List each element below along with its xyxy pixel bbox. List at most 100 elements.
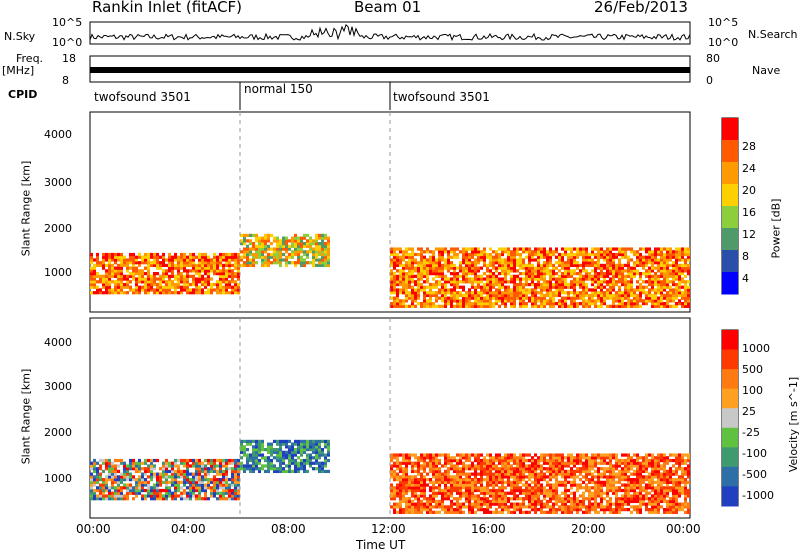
power-cell (531, 269, 534, 273)
cpid-label: CPID (8, 88, 38, 101)
velocity-cell (498, 494, 501, 498)
power-cell (660, 280, 663, 284)
velocity-cell (564, 472, 567, 476)
velocity-cell (486, 491, 489, 495)
power-cell (93, 269, 96, 273)
velocity-cell (546, 467, 549, 471)
power-cell (390, 269, 393, 273)
velocity-cbar-1000: 1000 (742, 342, 770, 355)
velocity-cell (393, 456, 396, 460)
power-cell (549, 250, 552, 254)
velocity-cell (177, 467, 180, 471)
velocity-cell (198, 467, 201, 471)
velocity-cell (603, 458, 606, 463)
power-cell (249, 239, 252, 243)
power-cell (105, 291, 108, 295)
power-cell (447, 250, 450, 254)
velocity-cell (165, 461, 168, 465)
power-cell (276, 258, 279, 262)
power-colorbar-block (722, 162, 738, 185)
velocity-cell (591, 467, 594, 471)
velocity-cell (198, 472, 201, 476)
velocity-cell (186, 480, 189, 484)
velocity-cell (126, 478, 129, 482)
power-cell (678, 280, 681, 284)
power-cell (399, 247, 402, 251)
velocity-cell (504, 453, 507, 457)
velocity-cell (123, 467, 126, 471)
velocity-cell (492, 486, 495, 490)
velocity-cell (222, 475, 225, 479)
power-cell (207, 261, 210, 265)
power-cell (267, 258, 270, 262)
power-cell (147, 280, 150, 284)
power-cell (573, 288, 576, 292)
power-cell (408, 258, 411, 262)
power-cell (465, 274, 468, 278)
power-cell (174, 252, 177, 257)
power-cell (651, 266, 654, 270)
velocity-cell (483, 461, 486, 465)
velocity-cell (507, 475, 510, 479)
power-cell (639, 272, 642, 276)
power-cell (177, 291, 180, 295)
power-cell (666, 291, 669, 295)
power-cell (165, 280, 168, 284)
power-cell (642, 299, 645, 303)
velocity-cell (264, 448, 267, 452)
velocity-cell (417, 488, 420, 493)
velocity-cell (222, 491, 225, 495)
power-cell (285, 261, 288, 265)
velocity-cell (204, 488, 207, 493)
velocity-cell (435, 461, 438, 465)
velocity-cell (528, 510, 531, 514)
velocity-cell (219, 458, 222, 463)
velocity-cell (168, 491, 171, 495)
power-cell (597, 247, 600, 251)
velocity-cell (561, 510, 564, 514)
velocity-cell (525, 494, 528, 498)
power-cell (225, 282, 228, 287)
velocity-cell (447, 491, 450, 495)
power-cell (258, 242, 261, 246)
velocity-cell (276, 442, 279, 446)
velocity-cell (90, 461, 93, 465)
power-cell (609, 255, 612, 259)
velocity-cell (237, 486, 240, 490)
power-cell (420, 285, 423, 289)
power-colorbar-block (722, 184, 738, 207)
power-cell (453, 285, 456, 289)
power-cell (453, 250, 456, 254)
power-cell (561, 288, 564, 292)
velocity-cell (591, 453, 594, 457)
power-cell (120, 274, 123, 278)
velocity-cell (531, 467, 534, 471)
power-cell (660, 296, 663, 300)
power-cell (270, 242, 273, 246)
power-cell (222, 291, 225, 295)
velocity-cell (147, 488, 150, 493)
power-cell (123, 255, 126, 259)
power-cell (240, 255, 243, 259)
power-cell (210, 285, 213, 289)
velocity-cell (546, 461, 549, 465)
power-cell (654, 302, 657, 306)
velocity-cell (300, 442, 303, 446)
power-cell (423, 304, 426, 308)
velocity-cell (261, 442, 264, 446)
power-cell (273, 239, 276, 243)
velocity-cell (552, 510, 555, 514)
power-cell (141, 269, 144, 273)
velocity-cell (189, 472, 192, 476)
power-cell (396, 269, 399, 273)
velocity-cell (288, 456, 291, 460)
velocity-cell (201, 480, 204, 484)
velocity-cell (459, 494, 462, 498)
power-cell (420, 250, 423, 254)
velocity-cell (225, 458, 228, 463)
velocity-cell (204, 475, 207, 479)
power-cell (570, 261, 573, 265)
velocity-cell (540, 467, 543, 471)
power-cell (234, 291, 237, 295)
power-cell (675, 263, 678, 268)
